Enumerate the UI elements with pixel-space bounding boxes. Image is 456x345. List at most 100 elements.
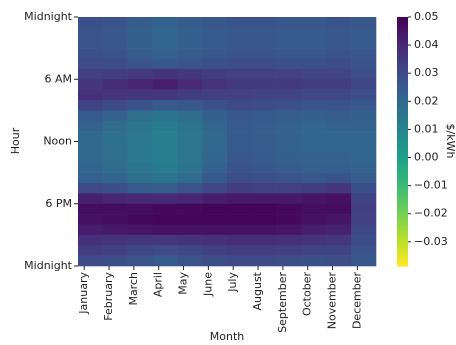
heat-cell	[152, 193, 178, 205]
x-tick-label: August	[251, 271, 264, 310]
heat-cell	[202, 255, 228, 267]
heat-cell	[127, 255, 153, 267]
x-tick-label: May	[177, 272, 190, 295]
heat-cell	[301, 214, 327, 225]
heat-cell	[326, 193, 352, 205]
colorbar-step	[397, 158, 408, 162]
colorbar-step	[397, 143, 408, 147]
heat-cell	[276, 172, 302, 184]
x-tick-label: March	[127, 272, 140, 306]
heat-cell	[351, 89, 377, 101]
heat-cell	[227, 17, 253, 28]
colorbar-step	[397, 99, 408, 103]
colorbar-tick-label: −0.01	[414, 179, 448, 192]
heat-cell	[127, 27, 153, 39]
colorbar-step	[397, 168, 408, 172]
heat-cell	[301, 120, 327, 132]
heat-cell	[301, 193, 327, 205]
colorbar-step	[397, 191, 408, 195]
heat-cell	[276, 245, 302, 256]
heat-cell	[152, 203, 178, 215]
heat-cell	[102, 79, 128, 90]
heat-cell	[152, 37, 178, 49]
heat-cell	[351, 58, 377, 70]
heat-cell	[251, 58, 277, 70]
heat-cell	[227, 131, 253, 142]
colorbar-step	[397, 74, 408, 78]
heat-cell	[102, 68, 128, 80]
heat-cell	[152, 172, 178, 184]
heat-cell	[177, 245, 203, 256]
heat-cell	[227, 255, 253, 267]
heat-cell	[127, 141, 153, 153]
colorbar-step	[397, 91, 408, 95]
heat-cell	[227, 48, 253, 59]
colorbar-step	[397, 129, 408, 133]
heat-cell	[202, 58, 228, 70]
colorbar-step	[397, 26, 408, 30]
heat-cell	[301, 255, 327, 267]
heat-cell	[276, 255, 302, 267]
colorbar-step	[397, 153, 408, 157]
colorbar-step	[397, 96, 408, 100]
x-tick-label: April	[152, 272, 165, 297]
heat-cell	[202, 89, 228, 101]
heat-cell	[251, 100, 277, 111]
heat-cell	[301, 110, 327, 122]
heat-cell	[78, 48, 104, 59]
colorbar-step	[397, 186, 408, 190]
heat-cell	[78, 110, 104, 122]
colorbar-step	[397, 41, 408, 45]
colorbar-step	[397, 211, 408, 215]
colorbar-step	[397, 109, 408, 113]
colorbar-step	[397, 89, 408, 93]
heat-cell	[326, 245, 352, 256]
heat-cell	[326, 183, 352, 194]
colorbar-step	[397, 203, 408, 207]
heat-cell	[227, 151, 253, 163]
heat-cell	[177, 100, 203, 111]
heat-cell	[227, 234, 253, 246]
colorbar-step	[397, 233, 408, 237]
heat-cell	[177, 183, 203, 194]
colorbar-step	[397, 131, 408, 135]
heat-cell	[102, 120, 128, 132]
heat-cell	[177, 234, 203, 246]
colorbar-step	[397, 231, 408, 235]
heat-cell	[276, 89, 302, 101]
heat-cell	[152, 120, 178, 132]
colorbar-step	[397, 19, 408, 23]
x-tick-label: September	[276, 272, 289, 333]
heat-cell	[152, 214, 178, 225]
heat-cell	[102, 89, 128, 101]
heat-cell	[127, 193, 153, 205]
colorbar-step	[397, 141, 408, 145]
heat-cell	[276, 203, 302, 215]
heat-cell	[202, 193, 228, 205]
heat-cell	[127, 120, 153, 132]
heat-cell	[78, 89, 104, 101]
heat-cell	[251, 79, 277, 90]
colorbar-step	[397, 36, 408, 40]
colorbar-step	[397, 176, 408, 180]
colorbar-step	[397, 208, 408, 212]
colorbar-step	[397, 56, 408, 60]
heat-cell	[276, 151, 302, 163]
heat-cell	[326, 151, 352, 163]
heat-cell	[301, 141, 327, 153]
heat-cell	[351, 48, 377, 59]
heat-cell	[276, 100, 302, 111]
colorbar-step	[397, 66, 408, 70]
heat-cell	[78, 214, 104, 225]
heat-cell	[351, 131, 377, 142]
heat-cell	[351, 255, 377, 267]
heat-cell	[127, 183, 153, 194]
heat-cell	[276, 27, 302, 39]
heat-cell	[127, 79, 153, 90]
heat-cell	[227, 89, 253, 101]
heat-cell	[351, 193, 377, 205]
colorbar-tick-label: 0.05	[414, 10, 439, 23]
heat-cell	[301, 100, 327, 111]
colorbar-step	[397, 263, 408, 267]
